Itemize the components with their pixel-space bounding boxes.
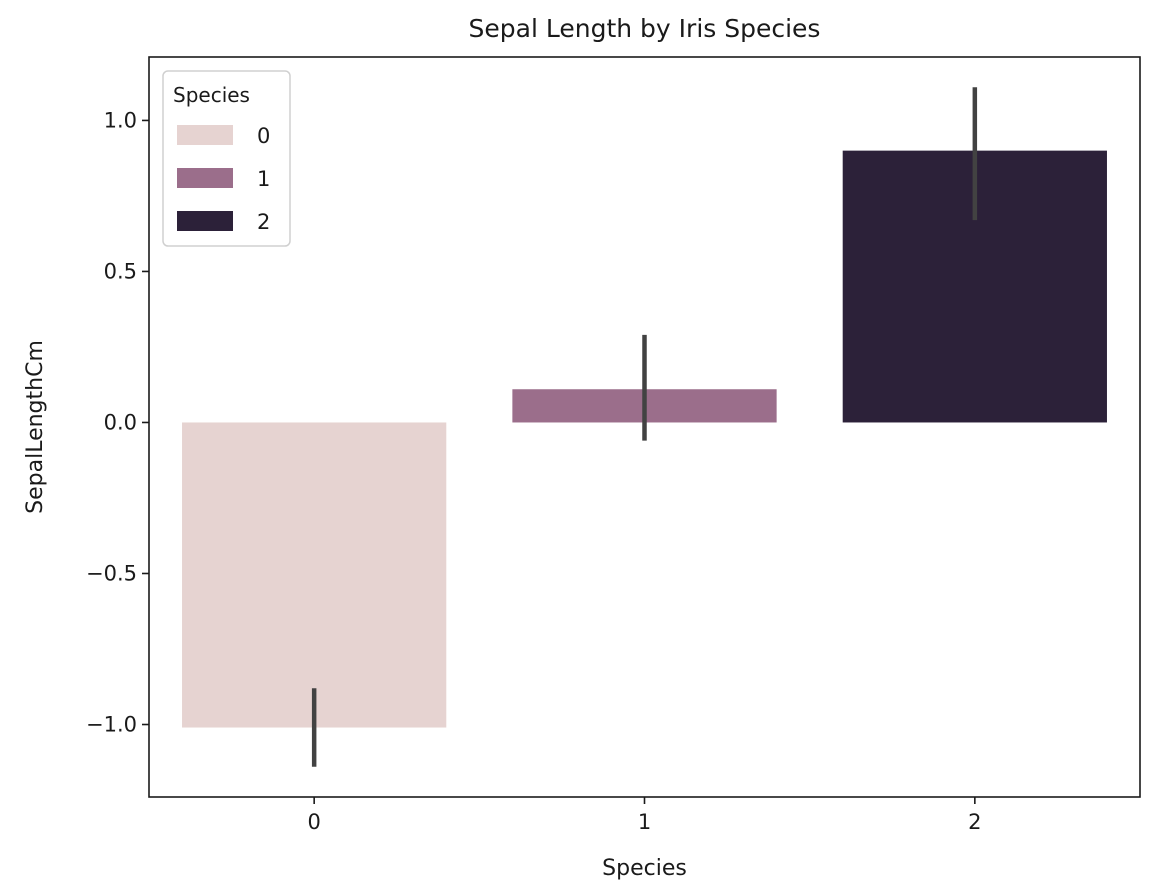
- x-axis-label: Species: [602, 856, 687, 881]
- bar-species-0: [182, 422, 447, 728]
- x-tick-label: 1: [638, 810, 651, 834]
- x-tick-label: 0: [307, 810, 320, 834]
- axis-ticks-layer: −1.0 −0.5 0.0 0.5 1.0 0 1 2: [86, 108, 982, 834]
- chart-title: Sepal Length by Iris Species: [469, 14, 821, 43]
- legend-box: [162, 70, 291, 247]
- bars-layer: [182, 150, 1107, 728]
- y-tick-label: 1.0: [104, 108, 137, 132]
- legend-swatch-0: [177, 125, 233, 145]
- legend-label-2: 2: [257, 210, 270, 234]
- y-tick-label: 0.0: [104, 410, 137, 434]
- legend-swatch-1: [177, 168, 233, 188]
- legend-label-0: 0: [257, 124, 270, 148]
- legend: Species 0 1 2: [162, 70, 291, 247]
- y-tick-label: −1.0: [86, 713, 137, 737]
- y-tick-label: 0.5: [104, 259, 137, 283]
- error-bars-layer: [311, 87, 978, 767]
- plot-frame: [148, 56, 1141, 798]
- legend-label-1: 1: [257, 167, 270, 191]
- y-tick-label: −0.5: [86, 561, 137, 585]
- y-axis-label: SepalLengthCm: [23, 340, 48, 514]
- x-tick-label: 2: [968, 810, 981, 834]
- legend-swatch-2: [177, 211, 233, 231]
- legend-title: Species: [173, 83, 250, 107]
